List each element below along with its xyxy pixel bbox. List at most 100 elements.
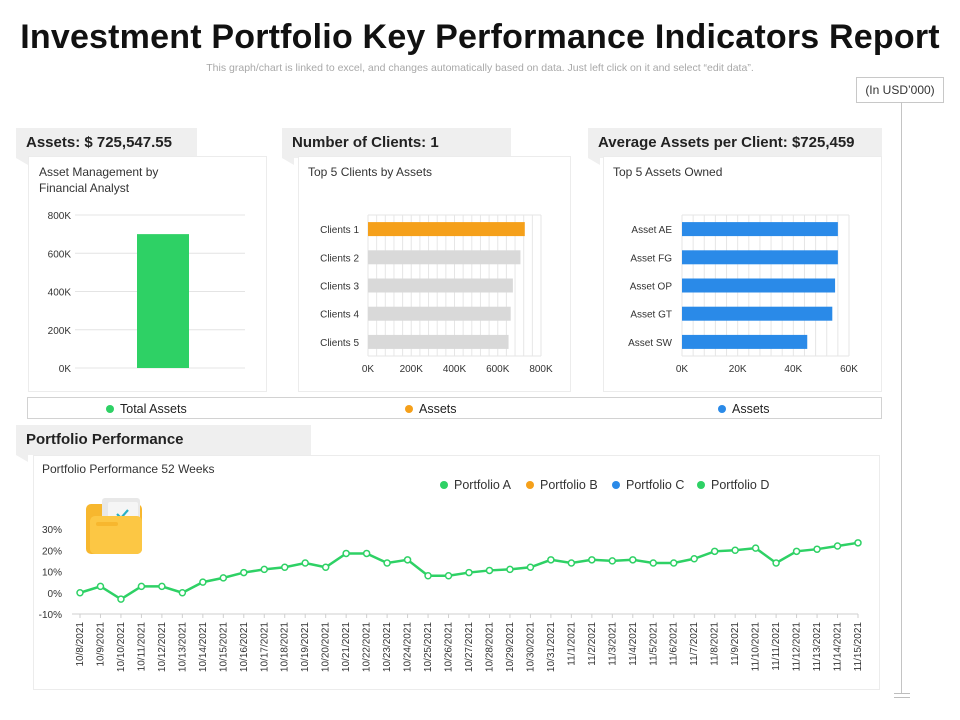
chart-title: Top 5 Clients by Assets [308, 165, 433, 179]
data-point [751, 544, 760, 552]
kpi-average-assets: Average Assets per Client: $725,459 [588, 128, 882, 158]
section-portfolio-performance: Portfolio Performance [16, 425, 311, 455]
data-point [342, 549, 350, 558]
x-tick-label: 11/13/2021 [812, 622, 823, 672]
legend-dot [106, 405, 114, 413]
y-tick-label: 20% [42, 546, 62, 557]
bar-total-assets [137, 234, 189, 368]
y-tick-label: 0K [59, 364, 72, 375]
y-tick-label: -10% [39, 610, 62, 621]
unit-note: (In USD’000) [856, 77, 944, 103]
category-label: Clients 4 [320, 310, 359, 321]
data-point [117, 595, 125, 603]
data-point [199, 578, 207, 586]
page-title: Investment Portfolio Key Performance Ind… [20, 18, 940, 56]
data-point [137, 582, 146, 591]
legend-portfolio-d: Portfolio D [697, 478, 769, 492]
bar-1 [682, 222, 838, 237]
x-tick-label: 10/13/2021 [177, 622, 188, 672]
y-tick-label: 30% [42, 525, 62, 536]
divider-line [901, 102, 902, 694]
legend-dot [697, 481, 705, 489]
folder-check-icon [86, 498, 142, 554]
x-tick-label: 10/23/2021 [382, 622, 393, 672]
category-label: Asset SW [628, 338, 672, 349]
data-point [301, 559, 309, 567]
category-label: Clients 5 [320, 338, 359, 349]
tab-notch [588, 158, 600, 165]
data-point [362, 549, 371, 558]
x-tick-label: 10/29/2021 [505, 622, 516, 672]
data-point [669, 559, 678, 567]
data-point [96, 582, 105, 591]
data-point [649, 559, 658, 567]
data-point [485, 566, 494, 575]
portfolio-line-chart: -10% 0% 10% 20% 30% 10/8/2021 10/9/2021 10/10/… [39, 525, 864, 672]
category-label: Clients 3 [320, 282, 359, 293]
x-tick-label: 10/19/2021 [300, 622, 311, 672]
x-tick-label: 11/8/2021 [710, 622, 721, 666]
x-tick-label: 10/24/2021 [403, 622, 414, 672]
x-tick-label: 40K [784, 364, 802, 375]
x-tick-label: 10/26/2021 [444, 622, 455, 672]
bar-3 [368, 278, 513, 293]
divider-foot [894, 697, 910, 698]
x-tick-label: 11/14/2021 [833, 622, 844, 672]
chart-title: Top 5 Assets Owned [613, 165, 723, 179]
x-tick-label: 11/1/2021 [566, 622, 577, 666]
legend-label: Assets [419, 402, 457, 416]
bar-2 [682, 250, 838, 265]
data-point [731, 546, 739, 554]
x-tick-label: 10/22/2021 [362, 622, 373, 672]
x-tick-label: 400K [443, 364, 467, 375]
category-label: Asset GT [630, 310, 672, 321]
x-tick-label: 10/16/2021 [239, 622, 250, 672]
x-tick-label: 10/8/2021 [75, 622, 86, 667]
x-tick-label: 11/10/2021 [751, 622, 762, 672]
x-tick-label: 10/30/2021 [525, 622, 536, 672]
x-tick-label: 10/20/2021 [321, 622, 332, 672]
x-tick-label: 11/12/2021 [792, 622, 803, 672]
legend-label: Portfolio D [711, 478, 770, 492]
legend-item-total-assets: Total Assets [106, 398, 187, 420]
legend-dot [718, 405, 726, 413]
category-label: Asset AE [631, 225, 672, 236]
data-point [178, 589, 187, 597]
data-point [629, 556, 637, 564]
data-point [588, 556, 596, 564]
data-point [506, 565, 514, 574]
legend-label: Assets [732, 402, 770, 416]
y-tick-label: 800K [48, 211, 72, 222]
data-point [547, 556, 555, 564]
panel-top-clients: Top 5 Clients by Assets Clients 1 Clients… [298, 156, 571, 392]
data-point [240, 568, 248, 577]
legend-dot [612, 481, 620, 489]
bar-2 [368, 250, 521, 265]
legend-dot [440, 481, 448, 489]
x-tick-label: 200K [400, 364, 424, 375]
data-point [813, 545, 821, 553]
data-point [526, 563, 535, 571]
category-label: Asset FG [630, 253, 672, 264]
y-tick-label: 600K [48, 249, 72, 260]
x-tick-label: 11/7/2021 [689, 622, 700, 666]
x-tick-label: 11/5/2021 [648, 622, 659, 666]
x-tick-label: 20K [729, 364, 747, 375]
assets-bar-chart: Asset AE Asset FG Asset OP Asset GT Asset SW… [628, 214, 858, 375]
y-tick-label: 0% [48, 589, 63, 600]
data-point [833, 542, 842, 550]
bar-5 [368, 334, 509, 349]
bar-4 [682, 306, 833, 321]
data-point [465, 568, 473, 577]
x-tick-label: 11/4/2021 [628, 622, 639, 666]
data-point [772, 559, 780, 567]
x-tick-label: 11/3/2021 [607, 622, 618, 666]
x-tick-label: 800K [529, 364, 553, 375]
data-point [403, 556, 412, 564]
legend-strip: Total Assets Assets Assets [27, 397, 882, 419]
x-tick-label: 10/31/2021 [546, 622, 557, 672]
data-point [710, 547, 719, 556]
legend-portfolio-a: Portfolio A [440, 478, 511, 492]
x-tick-label: 11/9/2021 [730, 622, 741, 666]
data-point [567, 559, 576, 567]
